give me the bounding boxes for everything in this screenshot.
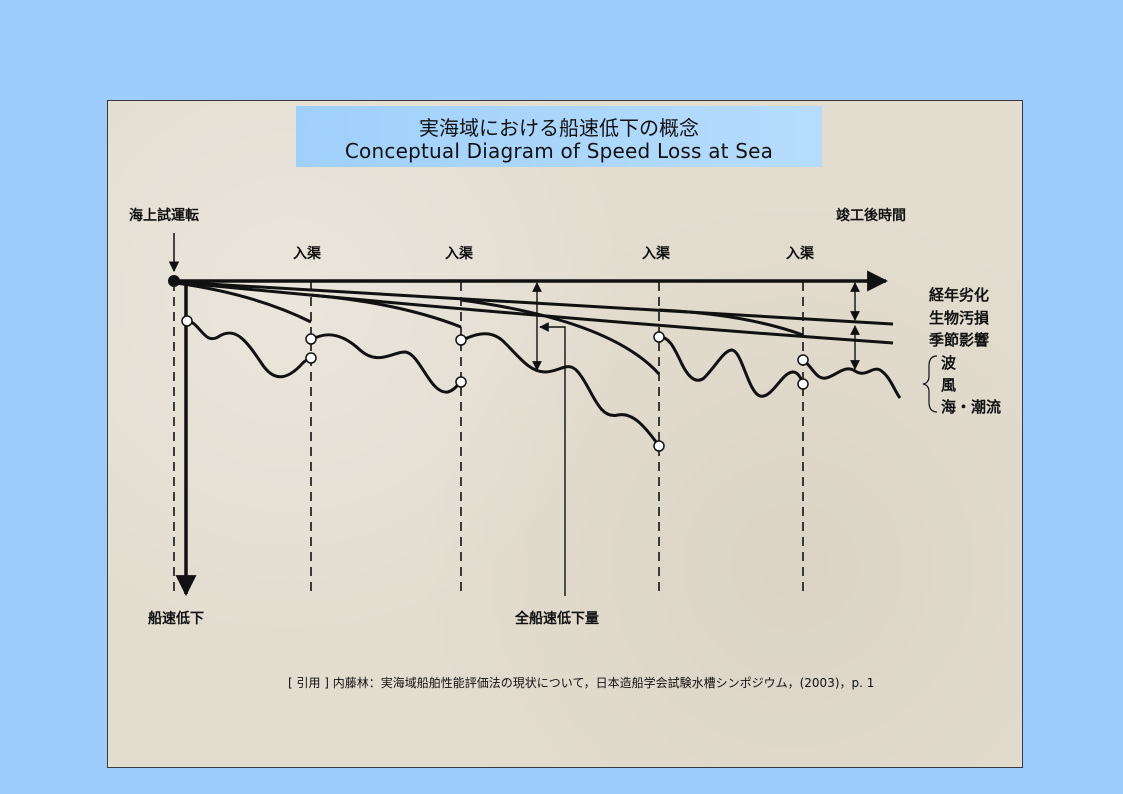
fouling-curve-2	[310, 293, 462, 329]
marker-dock3-lower	[653, 440, 665, 452]
aging-trend-line	[173, 280, 894, 326]
marker-dock4-lower	[797, 378, 809, 390]
fouling-curve-1	[175, 281, 312, 324]
fouling-curve-3	[460, 298, 661, 376]
weather-curve-5	[802, 358, 902, 399]
marker-dock1-upper	[305, 333, 317, 345]
total-speed-loss-label: 全船速低下量	[515, 611, 599, 627]
weather-curve-1	[185, 318, 312, 379]
marker-dock2-lower	[455, 376, 467, 388]
time-axis-label: 竣工後時間	[836, 208, 906, 224]
docking-label-3: 入渠	[642, 246, 670, 262]
title-box	[296, 106, 822, 167]
marker-dock3-upper	[653, 331, 665, 343]
weather-curve-4	[658, 334, 805, 398]
sea-trial-label: 海上試運転	[129, 208, 199, 224]
marker-dock1-lower	[305, 352, 317, 364]
seasonal-label: 季節影響	[929, 331, 990, 349]
total-loss-leader	[539, 322, 566, 596]
docking-label-1: 入渠	[293, 246, 321, 262]
waves-label: 波	[941, 354, 957, 372]
speed-loss-label: 船速低下	[148, 611, 204, 627]
citation: [ 引用 ] 内藤林：実海域船舶性能評価法の現状について，日本造船学会試験水槽シ…	[288, 676, 875, 690]
current-label: 海・潮流	[941, 398, 1002, 416]
fouling-curve-4	[658, 308, 804, 337]
marker-dock4-upper	[797, 354, 809, 366]
docking-label-4: 入渠	[786, 246, 814, 262]
marker-start	[181, 315, 193, 327]
weather-curve-2	[310, 333, 462, 394]
aging-label: 経年劣化	[929, 286, 990, 304]
marker-dock2-upper	[455, 334, 467, 346]
title-english: Conceptual Diagram of Speed Loss at Sea	[344, 139, 774, 163]
wind-label: 風	[941, 376, 957, 394]
title-japanese: 実海域における船速低下の概念	[419, 116, 699, 140]
fouling-label: 生物汚損	[929, 309, 990, 327]
docking-label-2: 入渠	[445, 246, 473, 262]
weather-brace	[922, 355, 938, 413]
